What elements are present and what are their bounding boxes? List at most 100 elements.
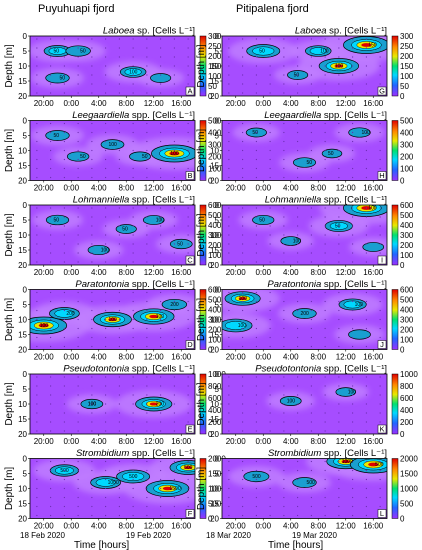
sampling-point (105, 327, 107, 330)
x-tick-label: 20:00 (34, 353, 55, 362)
y-tick-label: 15 (210, 415, 219, 424)
sampling-point (160, 327, 162, 330)
panel-letter: C (187, 256, 193, 265)
sampling-point (324, 469, 326, 472)
sampling-point (269, 478, 271, 481)
contour-outer (348, 127, 371, 138)
sampling-point (338, 336, 340, 339)
sampling-point (91, 345, 93, 348)
colorbar-tick-label: 200 (400, 52, 414, 61)
colorbar-tick-label: 1000 (400, 484, 418, 493)
sampling-point (105, 56, 107, 58)
contour-label: 100 (368, 206, 377, 212)
contour-label: 100 (348, 390, 357, 396)
sampling-point (269, 92, 271, 94)
sampling-point (365, 496, 367, 499)
contour-label: 100 (335, 64, 344, 70)
sampling-point (63, 83, 65, 85)
colorbar-tick-label: 300 (400, 140, 414, 149)
sampling-point (269, 487, 271, 490)
contour-label: 100 (293, 239, 302, 245)
x-tick-label: 8:00 (118, 437, 134, 446)
panel-letter: A (187, 87, 192, 96)
sampling-point (324, 345, 326, 348)
sampling-point (338, 74, 340, 76)
sampling-point (297, 496, 299, 499)
hotspot (45, 130, 70, 141)
sampling-point (297, 149, 299, 152)
sampling-point (269, 514, 271, 517)
sampling-point (310, 252, 312, 254)
sampling-point (146, 83, 148, 85)
sampling-point (269, 131, 271, 134)
colorbar-tick-label: 300 (208, 32, 222, 41)
sampling-point (242, 376, 244, 378)
sampling-point (36, 56, 38, 58)
sampling-point (118, 122, 120, 125)
heatmap-field: 50 50 50 100 (228, 122, 385, 179)
sampling-point (365, 65, 367, 67)
x-tick-label: 0:00 (63, 184, 79, 193)
sampling-point (36, 385, 38, 387)
sampling-point (50, 122, 52, 125)
sampling-point (269, 158, 271, 161)
sampling-point (36, 514, 38, 517)
sampling-point (77, 460, 79, 463)
sampling-point (160, 56, 162, 58)
sampling-point (118, 167, 120, 170)
panel-taxon: Paratontonia (267, 279, 321, 290)
sampling-point (379, 38, 381, 40)
sampling-point (91, 234, 93, 236)
sampling-point (160, 478, 162, 481)
panels-group: Laboea sp. [Cells L⁻¹]50 5010050051015202… (4, 26, 418, 531)
colorbar-tick-label: 200 (400, 152, 414, 161)
colorbar-tick-label: 200 (208, 325, 222, 334)
contour-mid (252, 46, 275, 56)
sampling-point (118, 252, 120, 254)
heatmap-field: 500 500 1000 500 (228, 458, 387, 517)
sampling-point (269, 243, 271, 245)
y-tick-label: 20 (18, 176, 27, 185)
sampling-point (187, 56, 189, 58)
sampling-point (269, 469, 271, 472)
x-tick-label: 4:00 (91, 268, 107, 277)
sampling-point (91, 376, 93, 378)
sampling-point (283, 487, 285, 490)
y-axis-label: Depth [m] (4, 298, 15, 342)
sampling-point (352, 122, 354, 125)
sampling-point (269, 403, 271, 405)
sampling-point (269, 176, 271, 179)
sampling-point (91, 514, 93, 517)
sampling-point (269, 505, 271, 508)
hotspot (90, 476, 121, 489)
sampling-point (77, 225, 79, 227)
panel-letter: B (187, 171, 192, 180)
colorbar-tick-label: 400 (208, 305, 222, 314)
x-tick-label: 8:00 (118, 184, 134, 193)
panel-letter: G (379, 87, 385, 96)
sampling-point (255, 38, 257, 40)
sampling-point (146, 140, 148, 143)
contour-peak (108, 317, 117, 322)
x-tick-label: 20:00 (34, 99, 55, 108)
sampling-point (91, 291, 93, 294)
colorbar-tick-label: 1500 (400, 469, 418, 478)
sampling-point (63, 460, 65, 463)
contour-peak (149, 314, 159, 319)
sampling-point (91, 252, 93, 254)
contour-label: 100 (156, 314, 165, 320)
y-tick-label: 10 (18, 146, 27, 155)
sampling-point (63, 300, 65, 303)
sampling-point (91, 207, 93, 209)
sampling-point (228, 460, 230, 463)
panel-c: Lohmanniella spp. [Cells L⁻¹]50100501005… (4, 195, 222, 278)
contour-label: 100 (239, 296, 248, 302)
sampling-point (105, 421, 107, 423)
sampling-point (173, 345, 175, 348)
sampling-point (63, 131, 65, 134)
sampling-point (160, 216, 162, 218)
panel-taxon: Paratontonia (75, 279, 129, 290)
y-tick-label: 5 (23, 385, 28, 394)
sampling-point (50, 47, 52, 49)
sampling-point (310, 327, 312, 330)
